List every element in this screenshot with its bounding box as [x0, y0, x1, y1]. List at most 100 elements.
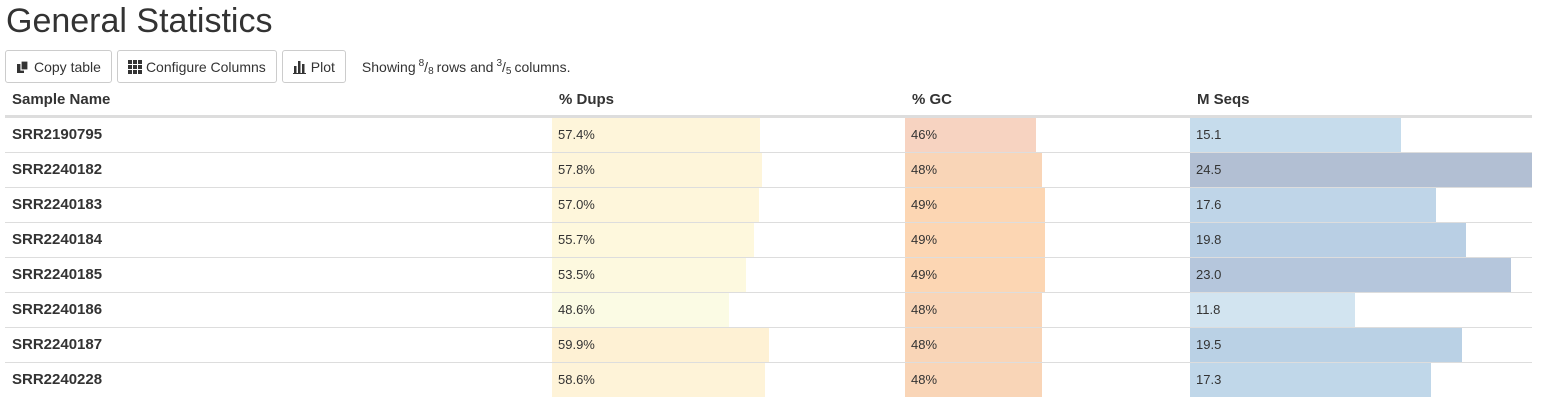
- dups-cell: 57.0%: [552, 186, 905, 222]
- dups-value: 53.5%: [558, 267, 595, 282]
- mseqs-cell: 15.1: [1190, 115, 1532, 152]
- configure-columns-button[interactable]: Configure Columns: [116, 50, 277, 83]
- sample-name-cell: SRR2240228: [5, 361, 552, 397]
- table-row: SRR2240187 59.9% 48% 19.5: [5, 326, 1532, 362]
- dups-cell: 58.6%: [552, 361, 905, 397]
- dups-bar: [552, 362, 765, 397]
- dups-bar: [552, 152, 762, 187]
- rows-shown: 8: [418, 57, 425, 69]
- table-row: SRR2240228 58.6% 48% 17.3: [5, 361, 1532, 397]
- dups-bar: [552, 117, 761, 152]
- dups-value: 57.4%: [558, 127, 595, 142]
- mseqs-bar: [1190, 152, 1532, 187]
- mseqs-bar: [1190, 327, 1463, 362]
- mseqs-cell: 19.8: [1190, 221, 1532, 257]
- showing-prefix: Showing: [361, 58, 416, 75]
- mseqs-cell: 23.0: [1190, 256, 1532, 292]
- dups-cell: 48.6%: [552, 291, 905, 327]
- showing-summary: Showing 8/8 rows and 3/5 columns.: [361, 57, 571, 77]
- mseqs-bar: [1190, 257, 1512, 292]
- dups-cell: 57.8%: [552, 151, 905, 187]
- mseqs-bar: [1190, 362, 1432, 397]
- dups-cell: 55.7%: [552, 221, 905, 257]
- mseqs-value: 11.8: [1196, 302, 1221, 317]
- mseqs-bar: [1190, 222, 1467, 257]
- gc-value: 49%: [911, 232, 938, 247]
- mseqs-value: 19.5: [1196, 337, 1222, 352]
- gc-bar: [905, 152, 1042, 187]
- gc-bar: [905, 222, 1045, 257]
- gc-bar: [905, 117, 1037, 152]
- gc-cell: 48%: [905, 291, 1190, 327]
- page-title: General Statistics: [6, 2, 273, 40]
- mseqs-bar: [1190, 292, 1355, 327]
- gc-value: 48%: [911, 162, 938, 177]
- cols-fraction: 3/5: [496, 57, 512, 77]
- mseqs-cell: 19.5: [1190, 326, 1532, 362]
- dups-value: 48.6%: [558, 302, 595, 317]
- dups-value: 57.0%: [558, 197, 595, 212]
- gc-value: 49%: [911, 197, 938, 212]
- sample-name-cell: SRR2240185: [5, 256, 552, 292]
- table-row: SRR2240183 57.0% 49% 17.6: [5, 186, 1532, 222]
- header-gc[interactable]: % GC: [905, 84, 1190, 118]
- rows-fraction: 8/8: [418, 57, 434, 77]
- dups-bar: [552, 187, 759, 222]
- gc-cell: 49%: [905, 221, 1190, 257]
- table-row: SRR2240182 57.8% 48% 24.5: [5, 151, 1532, 187]
- dups-bar: [552, 327, 770, 362]
- copy-table-label: Copy table: [34, 58, 101, 75]
- dups-value: 59.9%: [558, 337, 595, 352]
- gc-bar: [905, 257, 1045, 292]
- dups-value: 55.7%: [558, 232, 595, 247]
- general-statistics-table: Sample Name % Dups % GC M Seqs SRR219079…: [5, 84, 1532, 397]
- copy-table-button[interactable]: Copy table: [5, 50, 112, 83]
- mseqs-bar: [1190, 187, 1436, 222]
- header-mseqs[interactable]: M Seqs: [1190, 84, 1532, 118]
- gc-cell: 49%: [905, 186, 1190, 222]
- rows-word: rows and: [436, 58, 494, 75]
- sample-name-cell: SRR2190795: [5, 115, 552, 152]
- cols-total: 5: [505, 65, 512, 77]
- gc-value: 48%: [911, 302, 938, 317]
- dups-cell: 53.5%: [552, 256, 905, 292]
- copy-icon: [16, 59, 30, 74]
- table-toolbar: Copy table Configure Columns Plot Showin…: [5, 50, 570, 83]
- bar-chart-icon: [292, 60, 307, 74]
- header-sample-name[interactable]: Sample Name: [5, 84, 552, 118]
- dups-bar: [552, 257, 747, 292]
- configure-columns-label: Configure Columns: [145, 58, 266, 75]
- gc-value: 48%: [911, 337, 938, 352]
- sample-name-cell: SRR2240187: [5, 326, 552, 362]
- header-dups[interactable]: % Dups: [552, 84, 905, 118]
- sample-name-cell: SRR2240183: [5, 186, 552, 222]
- dups-cell: 57.4%: [552, 115, 905, 152]
- mseqs-cell: 17.6: [1190, 186, 1532, 222]
- gc-bar: [905, 362, 1042, 397]
- table-row: SRR2240184 55.7% 49% 19.8: [5, 221, 1532, 257]
- gc-value: 49%: [911, 267, 938, 282]
- gc-cell: 48%: [905, 361, 1190, 397]
- sample-name-cell: SRR2240184: [5, 221, 552, 257]
- table-row: SRR2190795 57.4% 46% 15.1: [5, 115, 1532, 152]
- grid-icon: [127, 59, 142, 74]
- dups-value: 58.6%: [558, 372, 595, 388]
- mseqs-value: 15.1: [1196, 127, 1222, 142]
- dups-bar: [552, 222, 754, 257]
- dups-cell: 59.9%: [552, 326, 905, 362]
- mseqs-cell: 11.8: [1190, 291, 1532, 327]
- gc-cell: 46%: [905, 115, 1190, 152]
- table-row: SRR2240185 53.5% 49% 23.0: [5, 256, 1532, 292]
- mseqs-cell: 24.5: [1190, 151, 1532, 187]
- cols-shown: 3: [496, 57, 502, 69]
- gc-cell: 49%: [905, 256, 1190, 292]
- sample-name-cell: SRR2240182: [5, 151, 552, 187]
- dups-value: 57.8%: [558, 162, 595, 177]
- sample-name-cell: SRR2240186: [5, 291, 552, 327]
- gc-bar: [905, 187, 1045, 222]
- plot-button[interactable]: Plot: [281, 50, 346, 83]
- rows-total: 8: [428, 65, 434, 77]
- mseqs-value: 19.8: [1196, 232, 1222, 247]
- mseqs-value: 24.5: [1196, 162, 1222, 177]
- mseqs-bar: [1190, 117, 1401, 152]
